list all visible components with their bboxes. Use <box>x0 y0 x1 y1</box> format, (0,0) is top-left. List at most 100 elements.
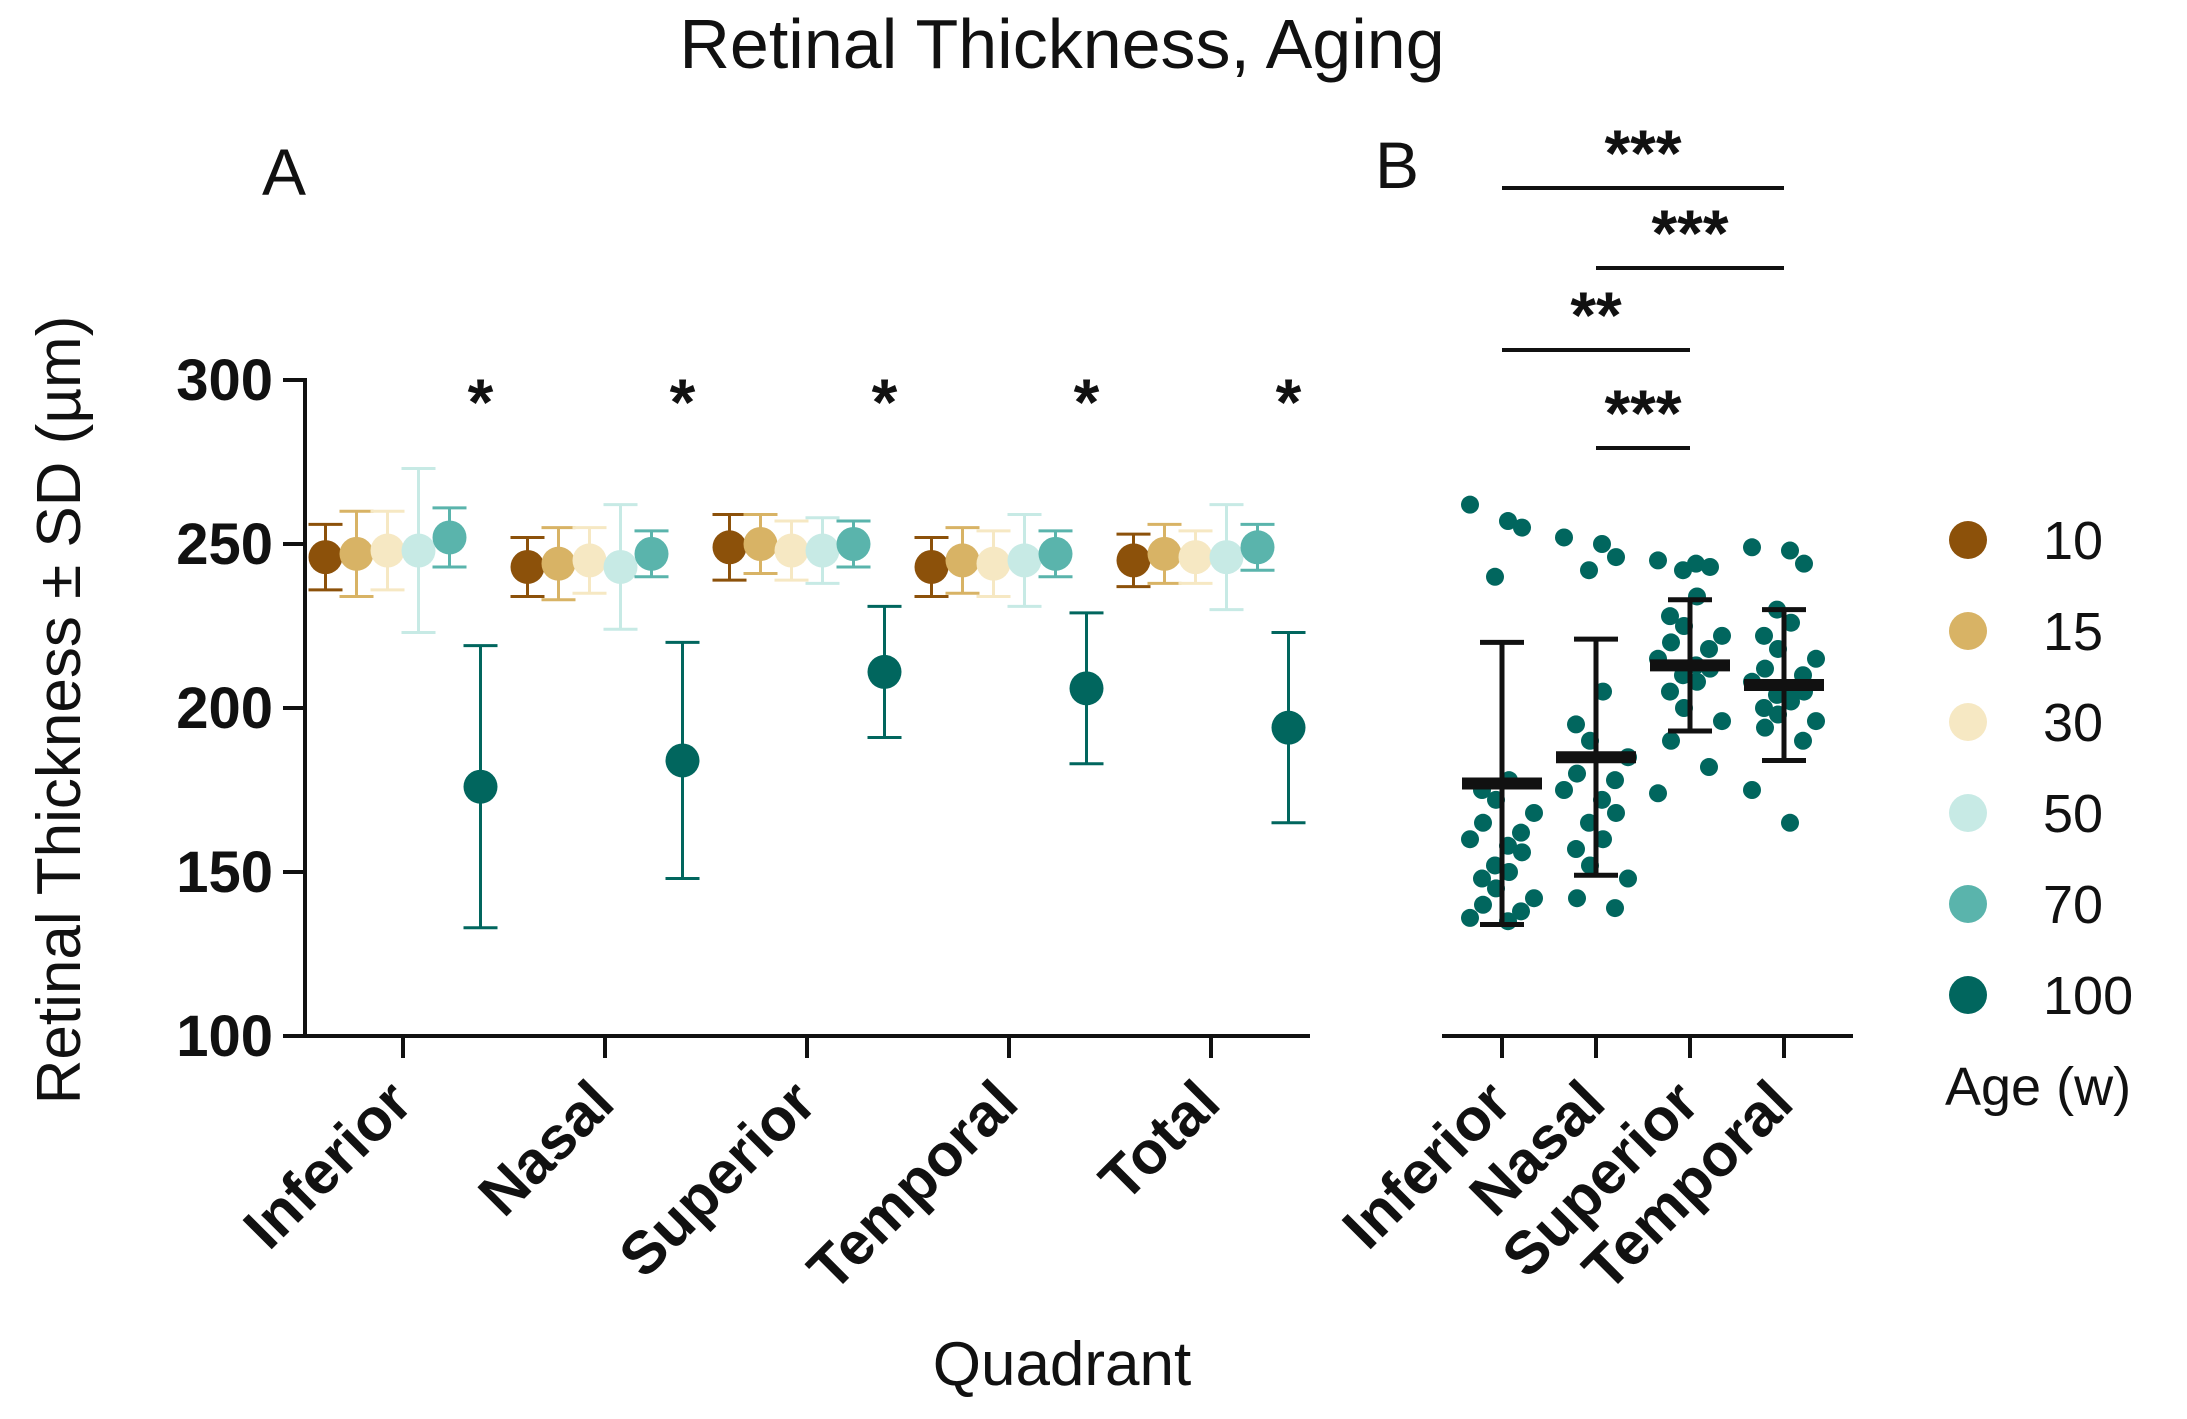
data-point <box>1512 902 1530 921</box>
data-point <box>1580 561 1598 580</box>
data-point <box>1607 803 1625 822</box>
data-point <box>1513 843 1531 862</box>
mean-point-10w <box>712 530 747 565</box>
data-point <box>1795 554 1813 573</box>
mean-point-10w <box>914 549 949 584</box>
mean-point-50w <box>603 549 638 584</box>
mean-point-10w <box>1116 543 1151 578</box>
x-tick-label-a: Temporal <box>795 1068 1030 1303</box>
mean-point-70w <box>1240 530 1275 565</box>
plot-layer: 100150200250300Inferior*Nasal*Superior*T… <box>176 116 2133 1303</box>
y-tick-label: 300 <box>176 348 273 413</box>
legend-marker-100w <box>1949 976 1987 1014</box>
data-point <box>1755 626 1773 645</box>
mean-point-50w <box>1007 543 1042 578</box>
data-point <box>1606 771 1624 790</box>
data-point <box>1568 764 1586 783</box>
data-point <box>1662 633 1680 652</box>
significance-label: *** <box>1604 116 1681 190</box>
data-point <box>1525 889 1543 908</box>
data-point <box>1700 758 1718 777</box>
legend-label: 30 <box>2043 693 2103 753</box>
significance-star: * <box>468 365 494 439</box>
x-axis-label-a: Quadrant <box>933 1330 1192 1399</box>
data-point <box>1794 731 1812 750</box>
data-point <box>1781 813 1799 832</box>
significance-star: * <box>670 365 696 439</box>
mean-point-50w <box>401 533 436 568</box>
data-point <box>1525 803 1543 822</box>
mean-point-100w <box>1069 671 1104 706</box>
data-point <box>1756 718 1774 737</box>
y-tick-label: 200 <box>176 676 273 741</box>
mean-point-100w <box>665 743 700 778</box>
significance-label: ** <box>1570 278 1622 352</box>
mean-point-15w <box>1147 536 1182 571</box>
legend-label: 70 <box>2043 875 2103 935</box>
panel-a-label: A <box>262 135 306 209</box>
data-point <box>1661 607 1679 626</box>
mean-point-70w <box>634 536 669 571</box>
legend-label: 10 <box>2043 511 2103 571</box>
data-point <box>1701 557 1719 576</box>
legend-marker-15w <box>1949 612 1987 650</box>
mean-point-10w <box>510 549 545 584</box>
data-point <box>1513 518 1531 537</box>
data-point <box>1568 889 1586 908</box>
legend-label: 50 <box>2043 784 2103 844</box>
panel-b-label: B <box>1375 128 1419 202</box>
mean-point-10w <box>308 540 343 575</box>
y-axis-label: Retinal Thickness ± SD (µm) <box>25 316 94 1105</box>
data-point <box>1781 541 1799 560</box>
significance-label: *** <box>1651 196 1728 270</box>
legend-marker-50w <box>1949 794 1987 832</box>
legend-label: 100 <box>2043 966 2133 1026</box>
data-point <box>1567 715 1585 734</box>
mean-point-100w <box>463 769 498 804</box>
x-tick-label-a: Inferior <box>231 1068 425 1262</box>
mean-point-30w <box>774 533 809 568</box>
legend-marker-30w <box>1949 703 1987 741</box>
y-tick-label: 250 <box>176 512 273 577</box>
mean-point-30w <box>976 546 1011 581</box>
data-point <box>1743 538 1761 557</box>
data-point <box>1567 840 1585 859</box>
data-point <box>1474 813 1492 832</box>
mean-point-15w <box>541 546 576 581</box>
mean-point-100w <box>1271 710 1306 745</box>
mean-point-15w <box>743 527 778 561</box>
significance-label: *** <box>1604 376 1681 450</box>
mean-point-70w <box>836 527 871 561</box>
data-point <box>1555 781 1573 799</box>
mean-point-15w <box>945 543 980 578</box>
x-tick-label-a: Total <box>1087 1068 1233 1214</box>
y-tick-label: 150 <box>176 840 273 905</box>
significance-star: * <box>872 365 898 439</box>
data-point <box>1593 535 1611 553</box>
data-point <box>1807 649 1825 668</box>
mean-point-30w <box>1178 540 1213 575</box>
mean-point-30w <box>370 533 405 568</box>
legend-title: Age (w) <box>1945 1057 2131 1117</box>
significance-star: * <box>1276 365 1302 439</box>
mean-point-70w <box>1038 536 1073 571</box>
data-point <box>1661 682 1679 701</box>
data-point <box>1473 869 1491 888</box>
data-point <box>1756 659 1774 678</box>
data-point <box>1743 781 1761 799</box>
legend-marker-10w <box>1949 521 1987 559</box>
data-point <box>1662 731 1680 750</box>
data-point <box>1755 699 1773 717</box>
significance-star: * <box>1074 365 1100 439</box>
data-point <box>1606 899 1624 918</box>
data-point <box>1461 830 1479 849</box>
data-point <box>1607 548 1625 567</box>
y-tick-label: 100 <box>176 1004 273 1069</box>
data-point <box>1474 895 1492 914</box>
data-point <box>1713 712 1731 731</box>
mean-point-15w <box>339 536 374 571</box>
legend-marker-70w <box>1949 885 1987 923</box>
data-point <box>1649 784 1667 803</box>
data-point <box>1700 639 1718 658</box>
